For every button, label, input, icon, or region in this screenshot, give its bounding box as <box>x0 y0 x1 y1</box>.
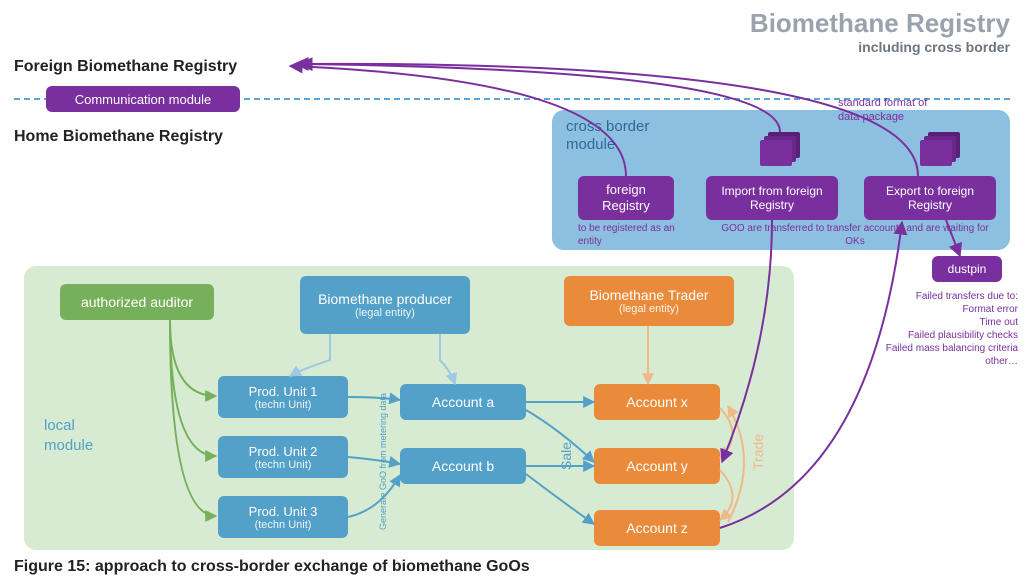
unit-box-1: Prod. Unit 1(techn Unit) <box>218 376 348 418</box>
import-box: Import from foreign Registry <box>706 176 838 220</box>
figure-caption: Figure 15: approach to cross-border exch… <box>14 558 530 576</box>
foreign-registry-label: Foreign Biomethane Registry <box>14 58 237 76</box>
failed-note: Failed transfers due to:Format errorTime… <box>870 290 1018 368</box>
account-trader-0: Account x <box>594 384 720 420</box>
std-format-note: standard format of data package <box>838 96 948 125</box>
transfer-note: GOO are transferred to transfer accounts… <box>712 222 998 248</box>
foreign-registry-box: foreign Registry <box>578 176 674 220</box>
title-main: Biomethane Registry <box>750 8 1010 39</box>
comm-module-label: Communication module <box>75 92 212 107</box>
trade-label: Trade <box>750 434 766 470</box>
dustpin-box: dustpin <box>932 256 1002 282</box>
account-prod-1: Account b <box>400 448 526 484</box>
generate-goo-label: Generate GoO from metering data <box>378 370 388 530</box>
stack-icon-export <box>920 132 960 168</box>
unit-box-3: Prod. Unit 3(techn Unit) <box>218 496 348 538</box>
comm-module-box: Communication module <box>46 86 240 112</box>
producer-box: Biomethane producer (legal entity) <box>300 276 470 334</box>
account-trader-2: Account z <box>594 510 720 546</box>
home-registry-label: Home Biomethane Registry <box>14 128 223 146</box>
unit-box-2: Prod. Unit 2(techn Unit) <box>218 436 348 478</box>
page-title: Biomethane Registry including cross bord… <box>750 8 1010 55</box>
cross-border-label: cross border module <box>566 118 656 154</box>
auditor-box: authorized auditor <box>60 284 214 320</box>
account-trader-1: Account y <box>594 448 720 484</box>
stack-icon-import <box>760 132 800 168</box>
sale-label: Sale <box>558 442 574 470</box>
export-box: Export to foreign Registry <box>864 176 996 220</box>
account-prod-0: Account a <box>400 384 526 420</box>
title-sub: including cross border <box>750 39 1010 55</box>
local-module-label: local module <box>44 416 93 455</box>
foreign-registry-note: to be registered as an entity <box>578 222 688 248</box>
trader-box: Biomethane Trader (legal entity) <box>564 276 734 326</box>
